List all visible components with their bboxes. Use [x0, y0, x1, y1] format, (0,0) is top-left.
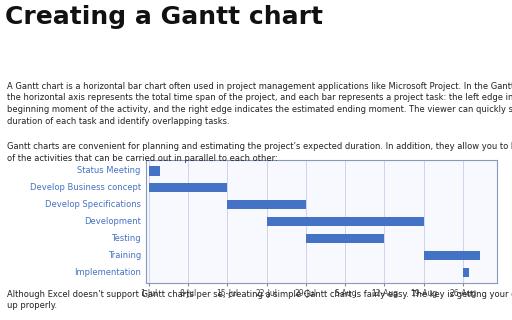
Text: Gantt charts are convenient for planning and estimating the project’s expected d: Gantt charts are convenient for planning… [7, 142, 512, 163]
Text: Implementation: Implementation [74, 268, 141, 277]
Bar [148, 166, 160, 176]
Bar [227, 200, 306, 209]
Bar [148, 183, 227, 193]
Text: Status Meeting: Status Meeting [77, 166, 141, 175]
Text: Although Excel doesn’t support Gantt charts per se, creating a simple Gantt char: Although Excel doesn’t support Gantt cha… [7, 290, 512, 310]
Text: Develop Specifications: Develop Specifications [45, 200, 141, 209]
Bar [267, 217, 424, 226]
Text: Develop Business concept: Develop Business concept [30, 183, 141, 192]
Text: Training: Training [108, 251, 141, 260]
Bar [306, 234, 385, 243]
Text: Creating a Gantt chart: Creating a Gantt chart [5, 5, 323, 29]
Bar [463, 268, 468, 277]
Text: Testing: Testing [111, 234, 141, 243]
Text: A Gantt chart is a horizontal bar chart often used in project management applica: A Gantt chart is a horizontal bar chart … [7, 82, 512, 126]
Bar [424, 251, 480, 260]
Text: Development: Development [84, 217, 141, 226]
